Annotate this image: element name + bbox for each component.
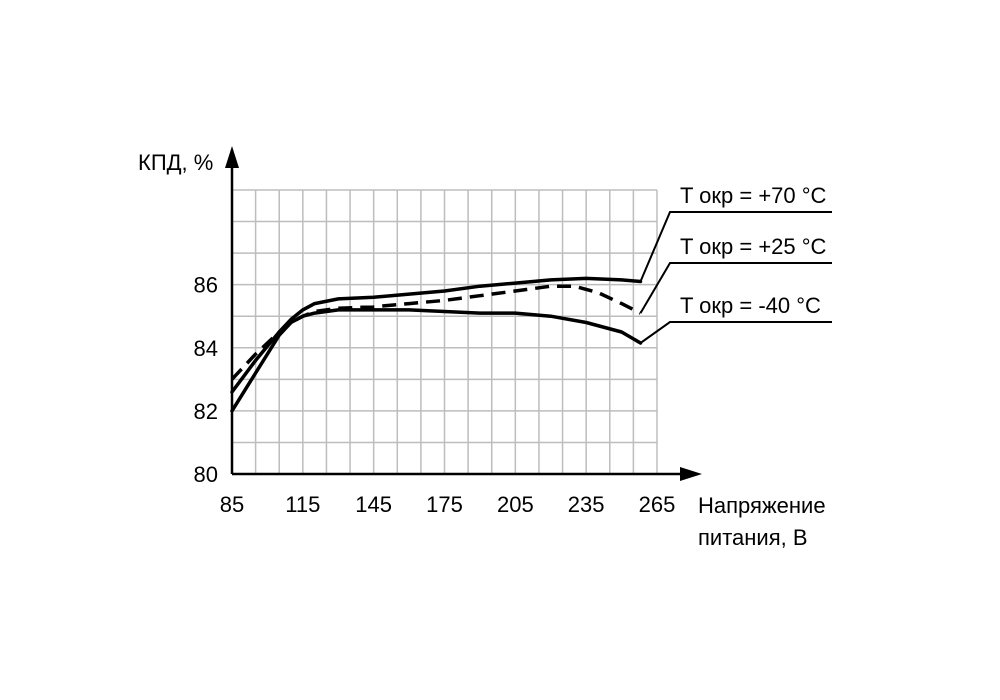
x-tick-label: 85 [220, 492, 244, 517]
x-tick-label: 265 [639, 492, 676, 517]
x-tick-label: 115 [285, 492, 320, 517]
legend-label: T окр = +70 °C [680, 183, 827, 208]
y-tick-label: 86 [194, 273, 218, 298]
y-tick-label: 84 [194, 336, 218, 361]
x-tick-label: 145 [355, 492, 392, 517]
legend-label: T окр = +25 °C [680, 234, 827, 259]
legend-label: T окр = -40 °C [680, 293, 821, 318]
series-line [230, 276, 643, 394]
legend: T окр = +70 °C T окр = +25 °C T окр = -40 … [639, 183, 832, 344]
series-lines [230, 276, 643, 413]
tick-labels: 85 115 145 175 205 235 265 80 82 84 86 [194, 273, 676, 517]
axes [225, 146, 702, 481]
x-axis-label-line1: Напряжение [698, 493, 826, 518]
grid [232, 189, 658, 474]
y-axis-label: КПД, % [138, 150, 213, 175]
series-line [230, 308, 643, 413]
x-axis-arrow [680, 467, 702, 481]
x-tick-label: 175 [426, 492, 463, 517]
x-tick-label: 235 [568, 492, 605, 517]
series-line [230, 284, 642, 381]
legend-leader-line [639, 262, 832, 314]
x-tick-label: 205 [497, 492, 534, 517]
y-axis-arrow [225, 146, 239, 168]
legend-leader-line [639, 211, 832, 282]
y-tick-label: 82 [194, 399, 218, 424]
y-tick-label: 80 [194, 462, 218, 487]
x-axis-label-line2: питания, В [698, 525, 808, 550]
legend-leader-line [639, 321, 832, 344]
